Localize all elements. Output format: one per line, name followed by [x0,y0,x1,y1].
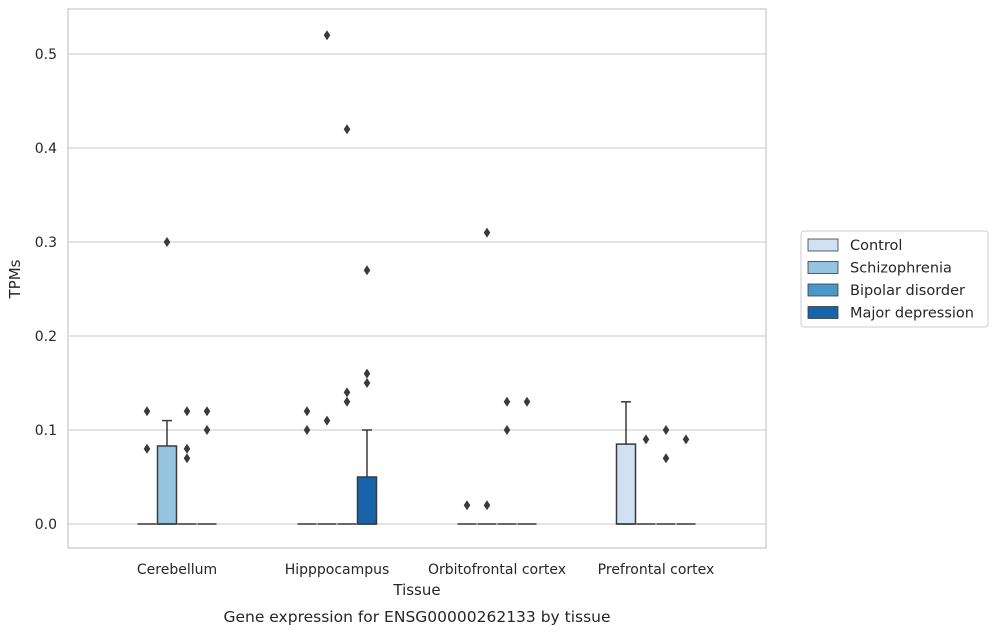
x-tick-label: Orbitofrontal cortex [428,562,566,578]
outlier-marker [303,425,311,435]
outlier-marker [183,406,191,417]
box [615,443,637,525]
outlier-marker [363,265,371,276]
outlier-marker [523,396,531,407]
outlier-marker [662,453,670,464]
y-tick-label: 0.5 [35,47,57,63]
outlier-marker [343,387,351,398]
x-tick-label: Cerebellum [137,562,217,578]
outlier-marker [343,396,351,407]
outlier-marker [323,415,331,426]
box-group [156,419,178,525]
y-tick-label: 0.0 [35,517,57,533]
outlier-marker [363,378,371,388]
chart-caption: Gene expression for ENSG00000262133 by t… [223,608,610,626]
outlier-marker [303,406,311,417]
box [156,445,178,525]
box [356,476,378,525]
legend-swatch [807,261,839,274]
y-tick-label: 0.2 [35,329,57,345]
y-axis-title: TPMs [6,259,24,299]
outliers [143,30,690,511]
legend-items: Control Schizophrenia Bipolar disorder Majo… [807,238,974,322]
outlier-marker [323,30,331,41]
box-group [615,401,637,525]
x-tick-label: Hipppocampus [285,562,390,578]
outlier-marker [503,396,511,407]
legend-frame [800,230,989,328]
x-axis-ticks: Cerebellum Hipppocampus Orbitofrontal cort… [137,562,714,578]
plot-frame [67,8,767,549]
outlier-marker [183,453,191,464]
outlier-marker [143,406,151,417]
outlier-marker [363,368,371,379]
legend-swatch [807,283,839,297]
outlier-marker [642,434,650,445]
outlier-marker [503,425,511,435]
outlier-marker [163,237,171,247]
outlier-marker [203,406,211,417]
x-axis-title: Tissue [392,581,440,599]
legend-label: Schizophrenia [850,261,952,277]
legend-label: Bipolar disorder [850,283,965,299]
outlier-marker [483,500,491,511]
legend: Control Schizophrenia Bipolar disorder Majo… [800,230,989,328]
outlier-marker [483,227,491,238]
outlier-marker [343,124,351,135]
y-tick-label: 0.4 [35,141,57,157]
y-tick-label: 0.1 [35,423,57,439]
box-group [356,429,378,525]
y-axis-ticks: 0.0 0.1 0.2 0.3 0.4 0.5 [35,47,57,533]
outlier-marker [143,443,151,454]
legend-swatch [807,238,839,252]
outlier-marker [203,425,211,435]
boxes [137,401,696,525]
x-tick-label: Prefrontal cortex [598,562,715,578]
y-tick-label: 0.3 [35,235,57,251]
outlier-marker [463,500,471,511]
legend-label: Major depression [850,306,974,322]
outlier-marker [682,434,690,445]
legend-swatch [807,306,839,319]
outlier-marker [183,443,191,454]
outlier-marker [662,425,670,435]
legend-label: Control [850,238,902,254]
